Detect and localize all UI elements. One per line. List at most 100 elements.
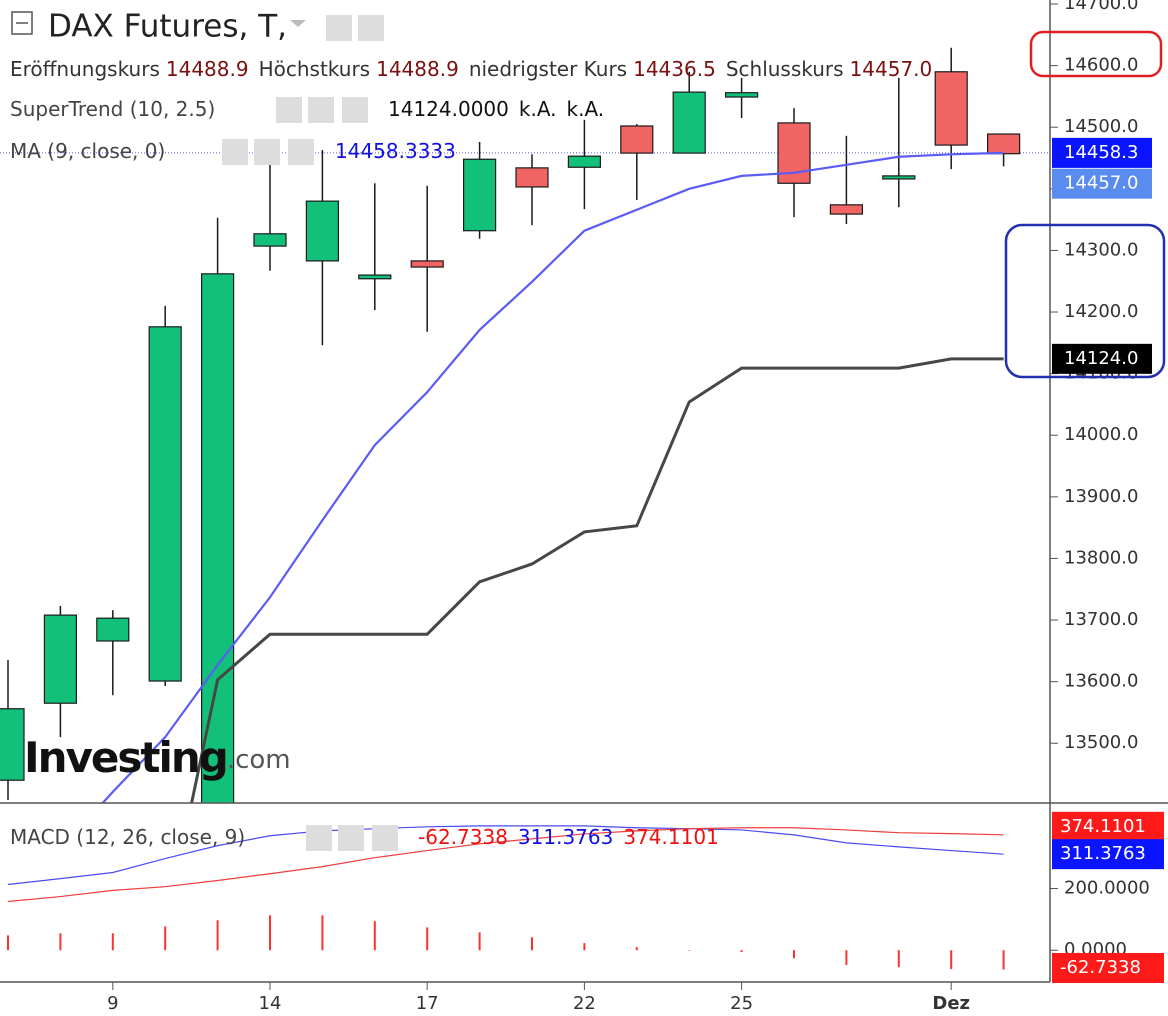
candle-body [305, 200, 339, 262]
indicator-legend: MACD (12, 26, close, 9) [10, 825, 245, 849]
candle-body [620, 125, 654, 154]
y-tick-label: 14000.0 [1064, 424, 1138, 445]
candle-body [96, 617, 130, 642]
histogram-bar [321, 915, 324, 951]
histogram-bar [897, 950, 900, 968]
close-icon[interactable] [372, 825, 398, 851]
x-tick-label: 25 [730, 993, 753, 1014]
candle-body [358, 274, 392, 280]
legend-text: Eröffnungskurs [10, 57, 160, 81]
close-icon[interactable] [288, 139, 314, 165]
x-tick-label: 22 [573, 993, 596, 1014]
histogram-bar [59, 933, 62, 951]
collapse-icon[interactable] [11, 11, 33, 35]
eye-icon[interactable] [222, 139, 248, 165]
legend-text: Schlusskurs [726, 57, 844, 81]
histogram-bar [583, 943, 586, 951]
histogram-bar [7, 935, 9, 951]
candle-body [201, 273, 235, 803]
candle-body [567, 155, 602, 168]
price-label-bg [1052, 811, 1164, 842]
histogram-bar [635, 947, 638, 951]
price-label-bg [1052, 137, 1152, 168]
watermark-text: .com [227, 745, 291, 775]
gear-icon[interactable] [338, 825, 364, 851]
price-label: 14124.0 [1064, 348, 1138, 369]
gear-icon[interactable] [254, 139, 280, 165]
legend-text: -62.7338 [418, 825, 508, 849]
legend-text: 374.1101 [623, 825, 718, 849]
close-icon[interactable] [342, 97, 368, 123]
icons [222, 97, 398, 851]
legend-text: 14124.0000 [388, 97, 509, 121]
y-tick-label: 13900.0 [1064, 486, 1138, 507]
legend-text: MACD (12, 26, close, 9) [10, 825, 245, 849]
indicator-legend: SuperTrend (10, 2.5) [10, 97, 215, 121]
histogram-bar [1002, 950, 1005, 970]
indicator-legend: MA (9, close, 0) [10, 139, 165, 163]
legend-text: k.A. [567, 97, 605, 121]
macd-line [7, 825, 1004, 886]
x-tick-label: Dez [932, 993, 970, 1014]
histogram-bar [845, 950, 848, 966]
eye-icon[interactable] [326, 15, 352, 41]
indicator-line [190, 357, 1004, 803]
candle-body [724, 92, 759, 98]
macd-pane [7, 825, 1005, 970]
candle-body [934, 71, 968, 146]
price-label: 311.3763 [1060, 843, 1146, 864]
histogram-bar [740, 950, 743, 953]
price-label: 14458.3 [1064, 142, 1138, 163]
histogram-bar [164, 926, 167, 951]
highlight-box [1029, 30, 1163, 78]
legend-text: MA (9, close, 0) [10, 139, 165, 163]
legend-text: k.A. [519, 97, 557, 121]
price-label-bg [1052, 953, 1164, 983]
legend-text: 311.3763 [518, 825, 613, 849]
ohlc-legend: Eröffnungskurs 14488.9 Höchstkurs 14488.9 ni… [10, 57, 932, 81]
candle-body [253, 233, 287, 247]
price-label: 374.1101 [1060, 816, 1146, 837]
histogram-bar [688, 950, 691, 951]
y-tick-label: 14200.0 [1064, 301, 1138, 322]
y-tick-label: 14700.0 [1064, 0, 1138, 14]
histogram-bar [373, 921, 376, 951]
watermark-text: Investing [24, 733, 227, 782]
histogram-bar [478, 932, 481, 951]
y-tick-label: 14500.0 [1064, 116, 1138, 137]
candle-body [463, 158, 497, 232]
eye-icon[interactable] [276, 97, 302, 123]
indicator-legend-values: 14458.3333 [335, 139, 456, 163]
candle-body [43, 614, 78, 704]
eye-icon[interactable] [306, 825, 332, 851]
price-label-bg [1052, 839, 1164, 870]
candle-body [829, 204, 864, 215]
indicator-legend-values: -62.7338 311.3763 374.1101 [418, 825, 719, 849]
legend-text: niedrigster Kurs [469, 57, 627, 81]
x-tick-label: 17 [416, 993, 439, 1014]
price-label-bg [1052, 168, 1152, 199]
y-tick-label: 13500.0 [1064, 732, 1138, 753]
y-tick-label: 13800.0 [1064, 547, 1138, 568]
candle-body [0, 708, 25, 781]
y-tick-label: 14600.0 [1064, 55, 1138, 76]
histogram-bar [269, 915, 271, 951]
y-tick-label: 200.0000 [1064, 878, 1150, 899]
candle-body [148, 326, 182, 682]
histogram-bar [426, 927, 429, 951]
legend-text: 14488.9 [376, 57, 459, 81]
dropdown-icon[interactable] [290, 20, 306, 27]
macd-line [7, 827, 1004, 903]
histogram-bar [216, 920, 219, 951]
indicator-line [101, 151, 1004, 803]
price-label: -62.7338 [1060, 957, 1141, 978]
histogram-bar [950, 950, 953, 970]
x-tick-label: 14 [259, 993, 282, 1014]
gear-icon[interactable] [358, 15, 384, 41]
gear-icon[interactable] [308, 97, 334, 123]
candle-body [410, 260, 444, 268]
highlight-box [1004, 223, 1166, 379]
legend-text: SuperTrend (10, 2.5) [10, 97, 215, 121]
